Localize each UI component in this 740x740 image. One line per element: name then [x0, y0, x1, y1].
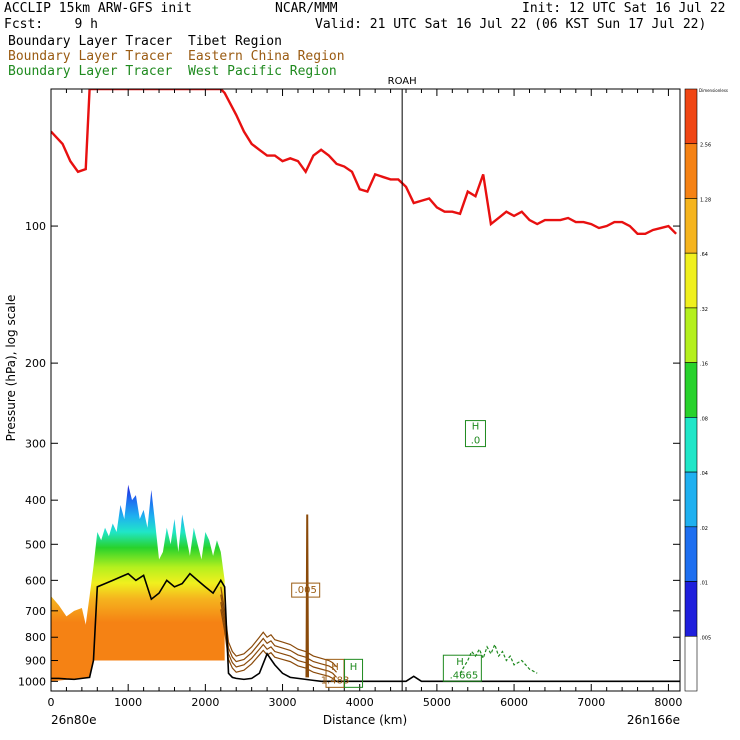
legend-tibet: Boundary Layer Tracer Tibet Region — [8, 34, 282, 49]
y-axis-label: Pressure (hPa), log scale — [4, 295, 18, 442]
colorbar-label: .16 — [700, 362, 708, 368]
x-axis-label: Distance (km) — [323, 713, 407, 727]
colorbar-label: .64 — [700, 252, 708, 258]
x-tick-label: 2000 — [191, 696, 219, 709]
contour-annotation: 1.483 — [321, 675, 350, 686]
init-time: Init: 12 UTC Sat 16 Jul 22 — [522, 1, 726, 16]
colorbar-segment — [684, 198, 698, 254]
eastern-china-tracer-contour — [220, 594, 337, 673]
y-tick-label: 300 — [25, 437, 46, 450]
x-tick-label: 0 — [48, 696, 55, 709]
colorbar-label: .01 — [700, 581, 708, 587]
contour-annotation: H — [456, 657, 464, 668]
left-endpoint: 26n80e — [51, 713, 97, 727]
title-left-line1: ACCLIP 15km ARW-GFS init — [4, 1, 192, 16]
colorbar-label: 1.28 — [700, 197, 711, 203]
eastern-china-tracer-contour — [220, 609, 337, 682]
colorbar-segment — [684, 471, 698, 528]
colorbar-segment — [684, 252, 698, 309]
colorbar-segment — [684, 526, 698, 582]
tracer-shading — [51, 484, 225, 682]
x-tick-label: 1000 — [114, 696, 142, 709]
y-tick-label: 900 — [25, 655, 46, 668]
red-contour-line — [51, 89, 677, 236]
colorbar-segment — [684, 143, 698, 199]
colorbar-label: .005 — [700, 635, 711, 641]
y-tick-label: 200 — [25, 357, 46, 370]
contour-annotation: .0 — [471, 435, 481, 446]
colorbar-segment — [684, 362, 698, 418]
contour-annotation: H — [472, 422, 480, 433]
contour-annotation: .005 — [295, 585, 317, 596]
colorbar-title: Dimensionless — [699, 88, 728, 93]
eastern-china-tracer-contour — [220, 602, 337, 678]
y-tick-label: 800 — [25, 631, 46, 644]
x-tick-label: 5000 — [423, 696, 451, 709]
colorbar-label: .08 — [700, 416, 708, 422]
legend-west-pacific: Boundary Layer Tracer West Pacific Regio… — [8, 64, 337, 79]
x-tick-label: 8000 — [654, 696, 682, 709]
colorbar-segment — [684, 88, 698, 145]
y-tick-label: 1000 — [18, 675, 46, 688]
annotation-box — [325, 658, 345, 688]
right-endpoint: 26n166e — [627, 713, 680, 727]
y-tick-label: 700 — [25, 605, 46, 618]
y-tick-label: 400 — [25, 494, 46, 507]
colorbar-label: .04 — [700, 471, 708, 477]
colorbar-segment — [684, 635, 698, 692]
x-tick-label: 3000 — [269, 696, 297, 709]
tibet-tracer-outline — [51, 572, 680, 683]
y-tick-label: 500 — [25, 538, 46, 551]
colorbar-label: .32 — [700, 307, 708, 313]
eastern-china-tracer-contour — [220, 586, 338, 668]
annotation-box — [291, 582, 321, 598]
y-tick-label: 100 — [25, 220, 46, 233]
contour-annotation: H — [350, 662, 358, 673]
contour-annotation: H — [331, 662, 339, 673]
colorbar-label: 2.56 — [700, 143, 711, 149]
x-tick-label: 6000 — [500, 696, 528, 709]
annotation-box — [442, 654, 482, 682]
forecast-hour: Fcst: 9 h — [4, 17, 98, 32]
colorbar-label: .02 — [700, 526, 708, 532]
eastern-china-tracer-spike — [305, 514, 310, 678]
legend-eastern-china: Boundary Layer Tracer Eastern China Regi… — [8, 49, 345, 64]
colorbar-segment — [684, 417, 698, 473]
title-center: NCAR/MMM — [275, 1, 338, 16]
west-pacific-tracer-contour — [459, 642, 538, 674]
x-tick-label: 7000 — [577, 696, 605, 709]
y-tick-label: 600 — [25, 574, 46, 587]
annotation-box — [344, 658, 364, 688]
x-tick-label: 4000 — [346, 696, 374, 709]
colorbar-segment — [684, 581, 698, 637]
annotation-box — [464, 420, 486, 448]
contour-annotation: .4665 — [450, 670, 479, 681]
plot-frame — [50, 88, 681, 692]
roah-marker-label: ROAH — [388, 76, 417, 87]
colorbar-segment — [684, 307, 698, 363]
valid-time: Valid: 21 UTC Sat 16 Jul 22 (06 KST Sun … — [315, 17, 707, 32]
